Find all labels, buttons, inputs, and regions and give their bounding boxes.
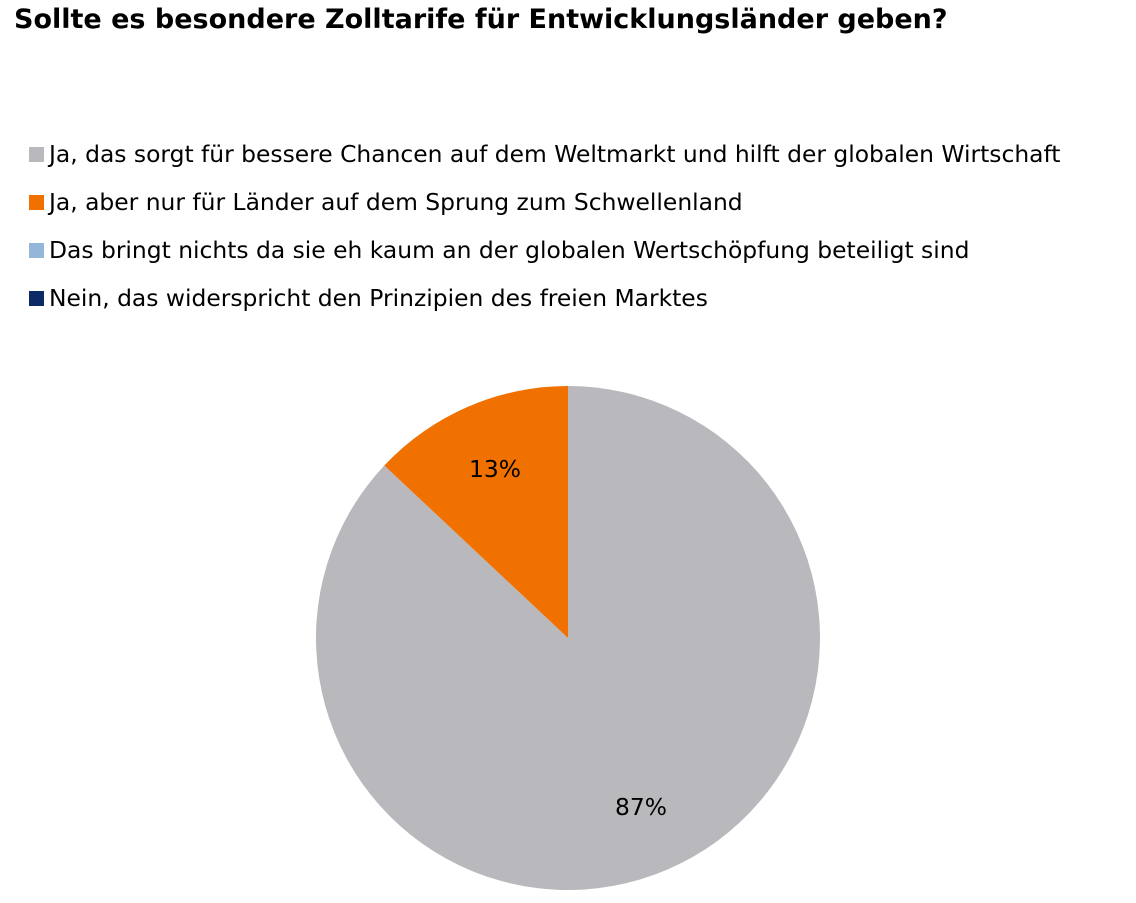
legend-label: Ja, das sorgt für bessere Chancen auf de…	[49, 140, 1061, 168]
pie-slices	[316, 386, 820, 890]
legend-item: Ja, das sorgt für bessere Chancen auf de…	[29, 130, 1060, 178]
legend-label: Ja, aber nur für Länder auf dem Sprung z…	[49, 188, 743, 216]
legend-swatch	[29, 242, 44, 258]
chart-title: Sollte es besondere Zolltarife für Entwi…	[14, 4, 948, 35]
pie-data-label: 13%	[469, 455, 521, 483]
legend-item: Ja, aber nur für Länder auf dem Sprung z…	[29, 178, 1060, 226]
legend-swatch	[29, 146, 44, 162]
legend-label: Das bringt nichts da sie eh kaum an der …	[49, 236, 970, 264]
legend-item: Das bringt nichts da sie eh kaum an der …	[29, 226, 1060, 274]
legend-item: Nein, das widerspricht den Prinzipien de…	[29, 274, 1060, 322]
pie-slice	[384, 386, 568, 638]
pie-data-label: 87%	[615, 793, 667, 821]
pie-data-labels: 87% 13%	[469, 455, 667, 821]
legend: Ja, das sorgt für bessere Chancen auf de…	[29, 130, 1060, 322]
legend-label: Nein, das widerspricht den Prinzipien de…	[49, 284, 708, 312]
legend-swatch	[29, 194, 44, 210]
legend-swatch	[29, 290, 44, 306]
